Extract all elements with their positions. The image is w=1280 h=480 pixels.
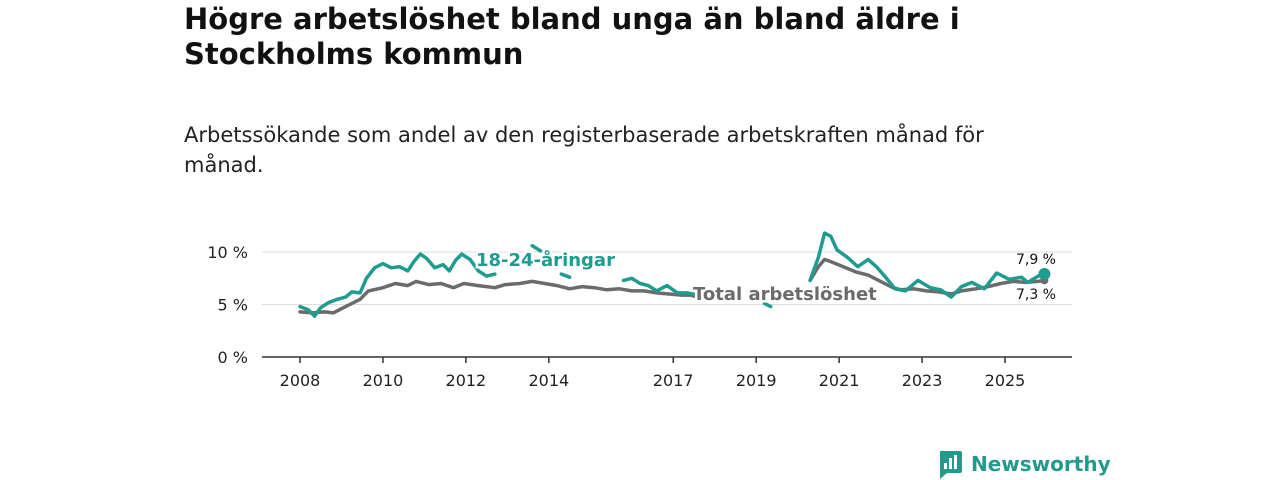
x-tick-label: 2023 [902, 371, 943, 390]
x-tick-label: 2010 [363, 371, 404, 390]
series-line-total [298, 278, 1047, 315]
x-tick-label: 2017 [653, 371, 694, 390]
newsworthy-logo-icon [940, 451, 962, 479]
end-label-youth: 7,9 % [1016, 252, 1056, 268]
x-tick-label: 2008 [280, 371, 321, 390]
end-point-youth [1038, 268, 1051, 281]
end-label-total: 7,3 % [1016, 287, 1056, 303]
brand-logo: Newsworthy [937, 448, 1111, 480]
x-tick-label: 2012 [446, 371, 487, 390]
y-tick-label: 0 % [218, 348, 248, 367]
series-line-youth [298, 231, 1047, 318]
x-tick-label: 2021 [819, 371, 860, 390]
chart-title: Högre arbetslöshet bland unga än bland ä… [184, 2, 960, 71]
brand-name: Newsworthy [971, 452, 1111, 476]
x-tick-label: 2014 [528, 371, 569, 390]
x-tick-label: 2025 [985, 371, 1026, 390]
x-tick-label: 2019 [736, 371, 777, 390]
series-label-total: Total arbetslöshet [693, 284, 877, 305]
chart-subtitle: Arbetssökande som andel av den registerb… [184, 123, 984, 177]
y-tick-label: 5 % [218, 296, 248, 315]
y-tick-label: 10 % [207, 243, 248, 262]
series-label-youth: 18-24-åringar [476, 249, 615, 271]
series-line-total-2020 [808, 257, 904, 292]
